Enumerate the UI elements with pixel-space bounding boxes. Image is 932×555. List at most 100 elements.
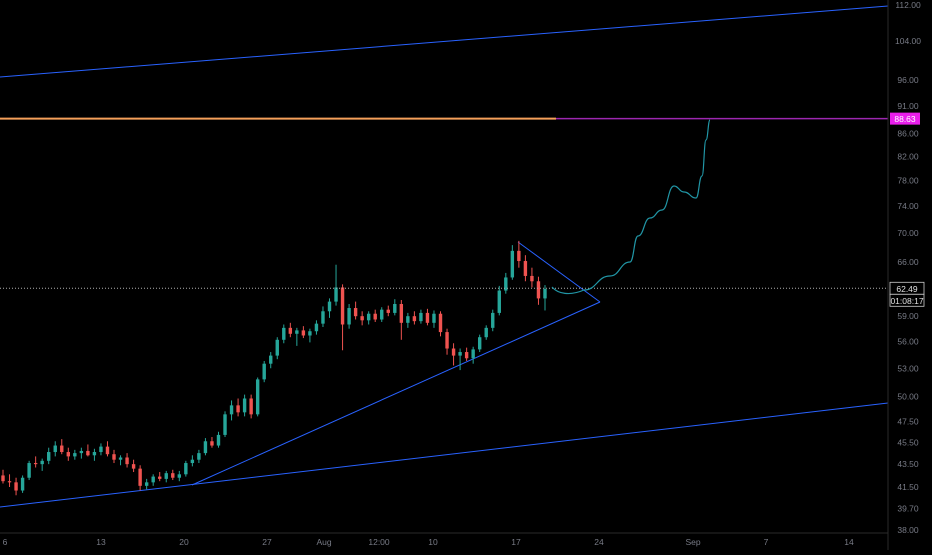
candle-body bbox=[543, 288, 547, 299]
candle-body bbox=[451, 348, 456, 356]
projection-curve bbox=[551, 119, 711, 295]
lower-channel-line bbox=[0, 402, 889, 508]
candle-body bbox=[295, 330, 299, 334]
target-price-label: 88.63 bbox=[894, 114, 916, 124]
price-tick-label: 70.00 bbox=[897, 228, 919, 238]
candle-body bbox=[255, 379, 260, 415]
price-tick-label: 78.00 bbox=[897, 176, 919, 186]
candle-body bbox=[517, 250, 521, 262]
time-tick-label: 14 bbox=[844, 537, 854, 547]
price-tick-label: 39.70 bbox=[897, 504, 919, 514]
candle-body bbox=[314, 323, 319, 332]
candle-body bbox=[177, 474, 182, 478]
candle-body bbox=[216, 434, 221, 446]
candle-body bbox=[151, 476, 155, 483]
candle-body bbox=[60, 445, 64, 453]
candle-body bbox=[321, 311, 325, 324]
candle-body bbox=[301, 330, 306, 336]
time-tick-label: 6 bbox=[3, 537, 8, 547]
candle-body bbox=[99, 446, 103, 453]
candle-body bbox=[393, 304, 397, 313]
price-tick-label: 59.00 bbox=[897, 311, 919, 321]
candle-body bbox=[33, 463, 38, 465]
time-tick-label: 17 bbox=[511, 537, 521, 547]
candle-body bbox=[510, 250, 515, 278]
price-tick-label: 66.00 bbox=[897, 257, 919, 267]
candle-body bbox=[236, 405, 240, 413]
price-tick-label: 96.00 bbox=[897, 75, 919, 85]
price-tick-label: 112.00 bbox=[895, 0, 921, 10]
candle-body bbox=[399, 304, 404, 323]
candle-body bbox=[504, 277, 508, 291]
time-tick-label: 13 bbox=[96, 537, 106, 547]
descending-resistance-line bbox=[517, 241, 601, 303]
price-axis[interactable]: 112.00 104.00 96.00 91.00 86.00 82.00 78.00 74.… bbox=[887, 0, 925, 550]
price-tick-label: 50.00 bbox=[897, 392, 919, 402]
time-tick-label: Aug bbox=[316, 537, 331, 547]
candle-body bbox=[412, 316, 417, 322]
candle-body bbox=[347, 308, 351, 325]
candle-body bbox=[432, 313, 436, 323]
candle-body bbox=[197, 453, 201, 460]
trendline-layer bbox=[0, 5, 889, 508]
candle-body bbox=[125, 457, 129, 465]
time-tick-label: 24 bbox=[594, 537, 604, 547]
candle-body bbox=[203, 441, 208, 454]
candle-body bbox=[530, 275, 534, 282]
candle-body bbox=[53, 445, 57, 453]
price-tick-label: 74.00 bbox=[897, 201, 919, 211]
candle-body bbox=[366, 313, 371, 321]
candle-body bbox=[386, 309, 390, 313]
candle-body bbox=[282, 327, 286, 340]
candle-body bbox=[262, 363, 266, 380]
time-tick-label: 7 bbox=[764, 537, 769, 547]
candle-body bbox=[523, 261, 528, 276]
candle-body bbox=[242, 398, 247, 413]
price-tick-label: 45.50 bbox=[897, 437, 919, 447]
time-tick-label: 12:00 bbox=[368, 537, 390, 547]
price-tick-label: 38.00 bbox=[897, 525, 919, 535]
candle-body bbox=[1, 475, 5, 482]
price-tick-label: 104.00 bbox=[895, 36, 921, 46]
candle-body bbox=[27, 463, 31, 478]
candle-body bbox=[491, 312, 495, 328]
candle-body bbox=[419, 312, 423, 322]
price-tick-label: 47.50 bbox=[897, 416, 919, 426]
price-tick-label: 82.00 bbox=[897, 151, 919, 161]
price-tick-label: 41.50 bbox=[897, 482, 919, 492]
candle-body bbox=[138, 468, 142, 486]
candle-body bbox=[171, 473, 175, 478]
current-price-label: 62.49 bbox=[896, 284, 918, 294]
candle-body bbox=[223, 414, 227, 435]
candle-body bbox=[445, 332, 449, 349]
ascending-support-line bbox=[191, 301, 601, 486]
candle-body bbox=[464, 352, 469, 359]
candle-body bbox=[536, 281, 541, 299]
candle-body bbox=[79, 450, 84, 454]
candle-body bbox=[275, 339, 279, 356]
candle-body bbox=[269, 355, 273, 364]
candle-body bbox=[73, 453, 77, 457]
candle-body bbox=[66, 452, 70, 457]
candle-body bbox=[360, 316, 364, 321]
time-axis[interactable]: 6 13 20 27 Aug 12:00 10 17 24 Sep 7 14 bbox=[0, 532, 888, 547]
time-tick-label: Sep bbox=[685, 537, 700, 547]
countdown-label: 01:08:17 bbox=[890, 296, 923, 306]
candle-body bbox=[131, 464, 136, 469]
candle-body bbox=[158, 476, 162, 479]
candle-body bbox=[7, 481, 12, 483]
candle-body bbox=[92, 452, 97, 456]
upper-channel-line bbox=[0, 5, 889, 78]
candle-body bbox=[144, 482, 149, 486]
candle-body bbox=[373, 313, 377, 320]
countdown-tag bbox=[889, 293, 925, 307]
candle-body bbox=[471, 349, 475, 359]
price-tick-label: 53.00 bbox=[897, 363, 919, 373]
time-tick-label: 27 bbox=[262, 537, 272, 547]
candle-body bbox=[249, 398, 253, 415]
candle-body bbox=[477, 337, 482, 350]
candle-body bbox=[308, 331, 312, 336]
candle-body bbox=[438, 313, 443, 333]
